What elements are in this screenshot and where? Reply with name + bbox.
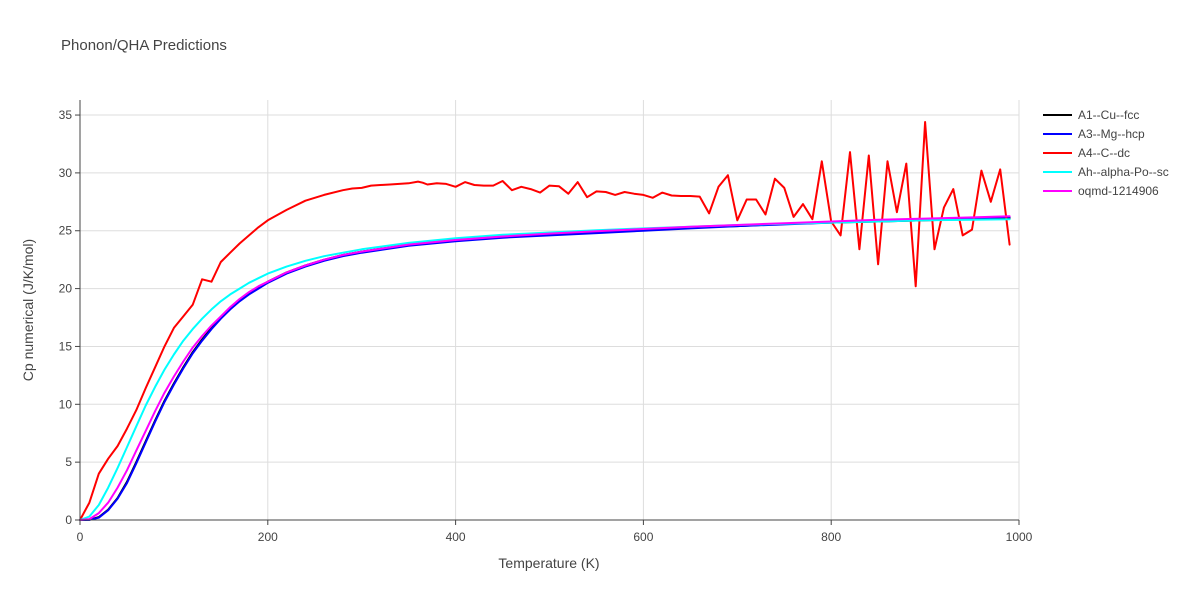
- series-lines: [79, 121, 1011, 521]
- chart-title: Phonon/QHA Predictions: [61, 37, 227, 54]
- y-tick-label: 30: [59, 166, 73, 180]
- legend-label: A4--C--dc: [1078, 146, 1130, 160]
- x-tick-label: 600: [633, 530, 653, 544]
- series-line-a3-mg-hcp: [79, 215, 1011, 521]
- y-tick-label: 20: [59, 282, 73, 296]
- grid-lines: [80, 100, 1020, 520]
- legend-item[interactable]: A4--C--dc: [1043, 146, 1130, 160]
- legend[interactable]: A1--Cu--fcc A3--Mg--hcp A4--C--dc Ah--alpha…: [1043, 108, 1169, 198]
- legend-item[interactable]: A1--Cu--fcc: [1043, 108, 1139, 122]
- y-axis-title: Cp numerical (J/K/mol): [20, 239, 36, 381]
- y-tick-label: 35: [59, 108, 73, 122]
- y-tick-label: 15: [59, 339, 73, 353]
- x-axis-title: Temperature (K): [498, 555, 599, 571]
- legend-label: A1--Cu--fcc: [1078, 108, 1139, 122]
- legend-label: oqmd-1214906: [1078, 184, 1159, 198]
- legend-label: Ah--alpha-Po--sc: [1078, 165, 1169, 179]
- x-tick-label: 400: [446, 530, 466, 544]
- legend-item[interactable]: oqmd-1214906: [1043, 184, 1159, 198]
- y-tick-label: 5: [65, 455, 72, 469]
- x-tick-label: 200: [258, 530, 278, 544]
- legend-item[interactable]: A3--Mg--hcp: [1043, 127, 1145, 141]
- legend-item[interactable]: Ah--alpha-Po--sc: [1043, 165, 1169, 179]
- x-tick-label: 800: [821, 530, 841, 544]
- legend-label: A3--Mg--hcp: [1078, 127, 1145, 141]
- series-line-a4-c-dc: [79, 121, 1011, 521]
- x-tick-label: 0: [77, 530, 84, 544]
- tick-labels: 0 200 400 600 800 1000 0 5 10 15 20 25 30 35: [59, 108, 1033, 544]
- x-tick-label: 1000: [1006, 530, 1033, 544]
- y-tick-label: 10: [59, 397, 73, 411]
- y-tick-label: 25: [59, 224, 73, 238]
- axes: [75, 100, 1020, 525]
- series-line-oqmd-1214906: [79, 215, 1011, 521]
- y-tick-label: 0: [65, 513, 72, 527]
